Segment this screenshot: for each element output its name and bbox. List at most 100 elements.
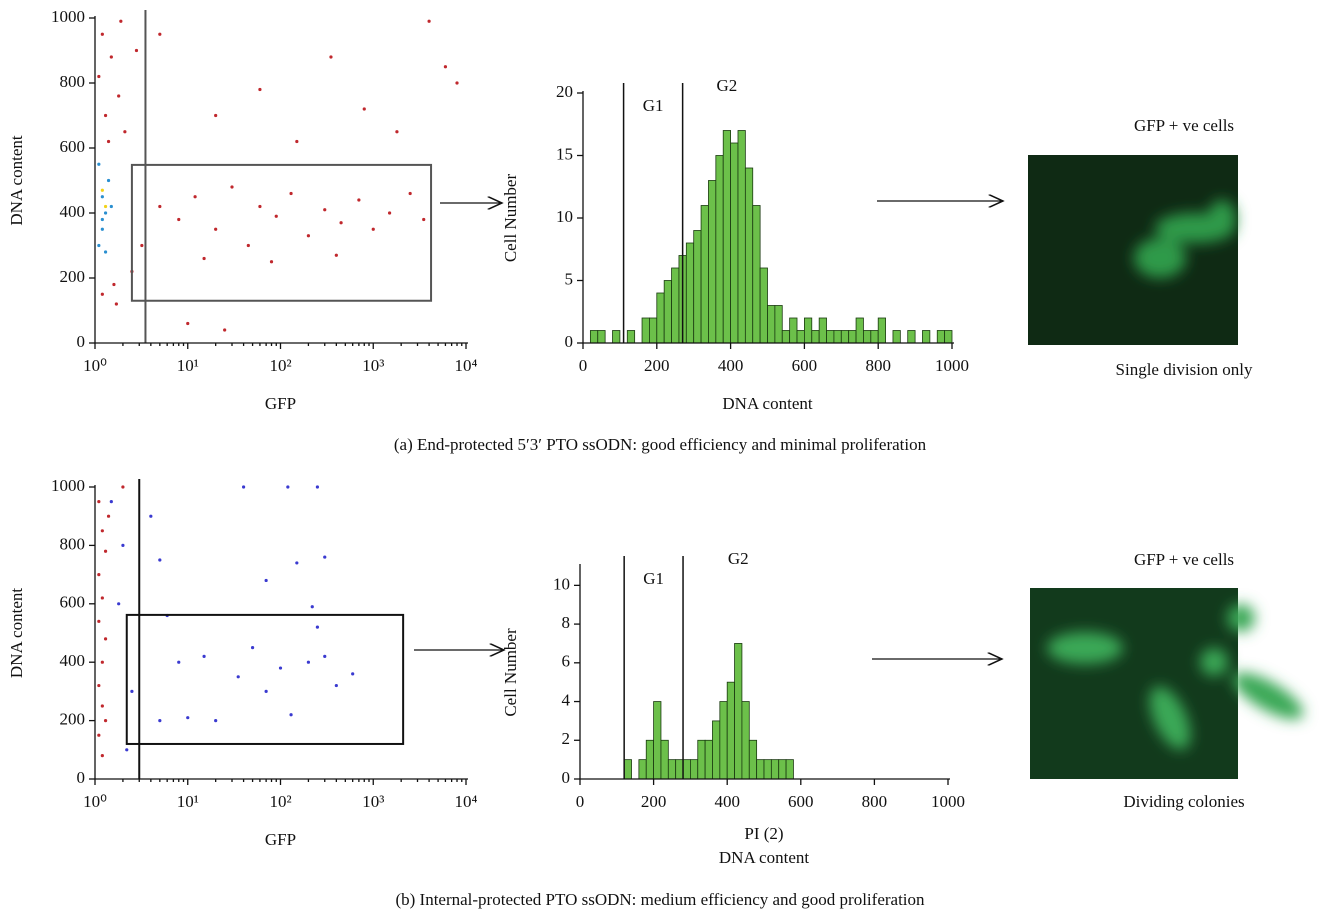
y-tick-label: 0	[565, 332, 574, 351]
point	[295, 139, 299, 144]
histogram-bar	[936, 330, 946, 344]
point	[289, 191, 293, 196]
point	[158, 558, 162, 562]
y-tick-label: 10	[556, 207, 573, 226]
point	[149, 514, 153, 518]
point	[387, 211, 392, 215]
point	[103, 113, 108, 118]
x-axis-label: PI (2)	[744, 824, 783, 843]
y-tick-label: 600	[60, 593, 86, 612]
point	[117, 602, 121, 606]
histogram-bar	[804, 317, 813, 344]
y-axis-label: DNA content	[7, 135, 26, 225]
y-tick-label: 400	[60, 651, 86, 670]
histogram-bar	[763, 759, 772, 780]
histogram-bar	[675, 759, 684, 780]
histogram-bar	[877, 317, 886, 344]
histogram-bar	[796, 330, 805, 344]
x-tick-label: 10⁴	[455, 792, 478, 811]
y-tick-label: 200	[60, 267, 86, 286]
point	[114, 302, 118, 306]
y-axis-label: DNA content	[7, 588, 26, 678]
histogram-bar	[693, 230, 702, 344]
point	[158, 204, 162, 209]
micrograph	[1028, 155, 1238, 345]
histogram-bar	[855, 317, 864, 344]
point	[121, 485, 125, 489]
histogram-bar	[641, 317, 650, 344]
point	[119, 19, 123, 23]
point	[230, 185, 234, 189]
histogram-bar	[712, 720, 721, 780]
point	[177, 660, 181, 664]
x-tick-label: 10²	[269, 792, 291, 811]
y-tick-label: 8	[562, 613, 571, 632]
point	[158, 32, 162, 36]
histogram-bar	[944, 330, 953, 344]
point	[214, 113, 218, 118]
x-tick-label: 10⁰	[83, 792, 107, 811]
histogram-bar	[697, 739, 706, 780]
x-tick-label: 800	[862, 792, 888, 811]
histogram-bar	[752, 205, 761, 344]
point	[158, 719, 162, 723]
x-axis-label: GFP	[265, 830, 296, 849]
histogram-bar	[922, 330, 931, 344]
histogram-bar	[685, 242, 695, 344]
histogram-bar	[682, 759, 691, 780]
x-tick-label: 800	[865, 356, 891, 375]
histogram-bar	[597, 330, 606, 344]
gate-label: G2	[717, 76, 738, 95]
point	[339, 221, 343, 225]
x-tick-label: 10³	[362, 792, 384, 811]
point	[241, 485, 246, 489]
histogram-bar	[671, 267, 680, 344]
histogram-bar	[785, 759, 794, 780]
point	[121, 543, 125, 548]
histogram-bar	[848, 330, 857, 344]
y-tick-label: 6	[562, 652, 571, 671]
point	[97, 619, 101, 623]
point	[315, 485, 320, 489]
histogram-bar	[833, 330, 842, 344]
histogram-bar	[730, 142, 739, 344]
point	[97, 683, 101, 688]
x-tick-label: 200	[641, 792, 667, 811]
point	[97, 74, 101, 79]
point	[246, 243, 250, 248]
histogram-bar	[811, 330, 820, 344]
point	[193, 195, 197, 199]
histogram-bar	[734, 643, 743, 780]
x-tick-label: 10³	[362, 356, 384, 375]
point	[289, 713, 293, 717]
point	[357, 198, 361, 202]
point	[214, 719, 218, 723]
gate-box	[130, 163, 433, 302]
x-tick-label: 600	[792, 356, 818, 375]
histogram-bar	[818, 317, 827, 344]
point	[443, 65, 448, 69]
y-tick-label: 0	[77, 768, 86, 787]
x-tick-label: 10⁴	[455, 356, 478, 375]
point	[427, 19, 431, 23]
point	[258, 87, 262, 92]
y-axis-label: Cell Number	[501, 174, 520, 263]
histogram-bar	[756, 759, 765, 780]
panel-caption: (a) End-protected 5′3′ PTO ssODN: good e…	[394, 435, 927, 454]
histogram-bar	[660, 739, 669, 780]
point	[186, 716, 190, 720]
x-axis-label: DNA content	[719, 848, 809, 867]
point	[106, 178, 111, 183]
y-tick-label: 0	[562, 768, 571, 787]
point	[109, 55, 113, 59]
histogram-bar	[663, 280, 672, 344]
histogram-bar	[653, 701, 662, 780]
histogram-bar	[708, 180, 717, 344]
point	[186, 321, 190, 326]
image-caption: Dividing colonies	[1123, 792, 1244, 811]
axes	[579, 564, 950, 780]
x-tick-label: 1000	[935, 356, 969, 375]
histogram-bar	[744, 167, 754, 344]
point	[264, 689, 268, 694]
histogram-bar	[770, 759, 780, 780]
